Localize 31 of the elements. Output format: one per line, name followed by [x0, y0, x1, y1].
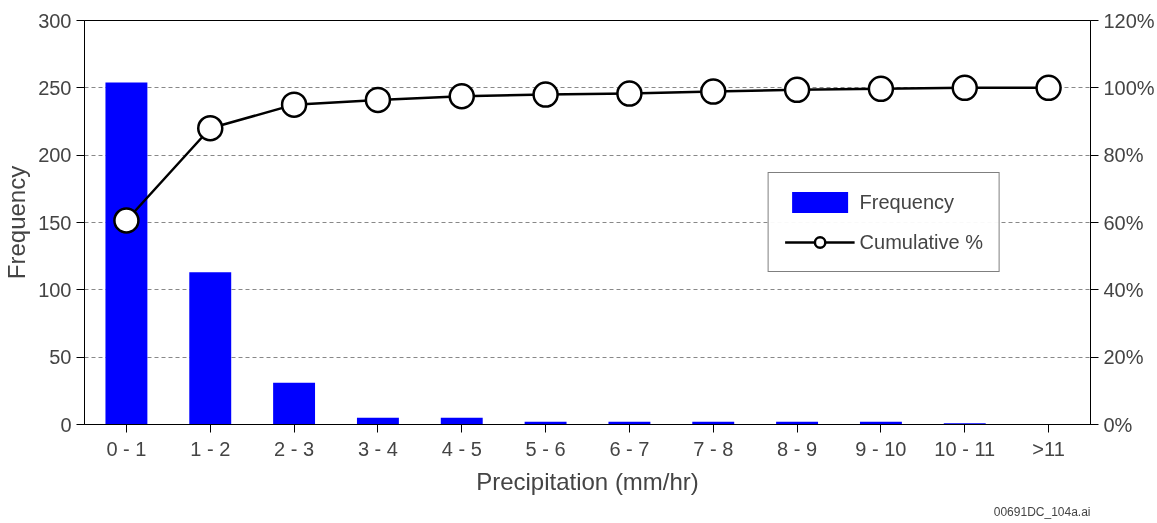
x-tick-label: 2 - 3	[274, 437, 315, 460]
y-tick-label: 100	[38, 278, 72, 301]
y-tick-label: 250	[38, 76, 72, 99]
x-tick-label: 1 - 2	[190, 437, 231, 460]
text: 00691DC_104a.ai	[993, 504, 1091, 519]
legend-label: Cumulative %	[859, 230, 983, 254]
y2-tick-label: 100%	[1103, 76, 1155, 99]
y2-tick-label: 20%	[1103, 346, 1144, 369]
y-tick-label: 200	[38, 144, 72, 167]
x-tick-label: 6 - 7	[609, 437, 650, 460]
y-tick-label: 50	[49, 346, 72, 369]
y-tick-label: 0	[60, 413, 72, 436]
y2-tick-label: 60%	[1103, 211, 1144, 234]
x-tick-label: 8 - 9	[777, 437, 818, 460]
y2-tick-label: 40%	[1103, 278, 1144, 301]
y2-tick-label: 80%	[1103, 144, 1144, 167]
x-tick-label: 3 - 4	[357, 437, 398, 460]
y-tick-label: 300	[38, 9, 72, 32]
y2-tick-label: 0%	[1103, 413, 1133, 436]
y-axis-title: Frequency	[3, 165, 31, 280]
x-tick-label: 5 - 6	[525, 437, 566, 460]
x-axis-title: Precipitation (mm/hr)	[476, 467, 699, 495]
x-tick-label: 9 - 10	[855, 437, 907, 460]
x-tick-label: 10 - 11	[934, 437, 996, 460]
x-tick-label: 0 - 1	[106, 437, 147, 460]
x-tick-label: >11	[1032, 437, 1065, 460]
y-tick-label: 150	[38, 211, 72, 234]
y2-tick-label: 120%	[1103, 9, 1155, 32]
legend-label: Frequency	[859, 190, 955, 214]
x-tick-label: 7 - 8	[693, 437, 734, 460]
x-tick-label: 4 - 5	[441, 437, 482, 460]
